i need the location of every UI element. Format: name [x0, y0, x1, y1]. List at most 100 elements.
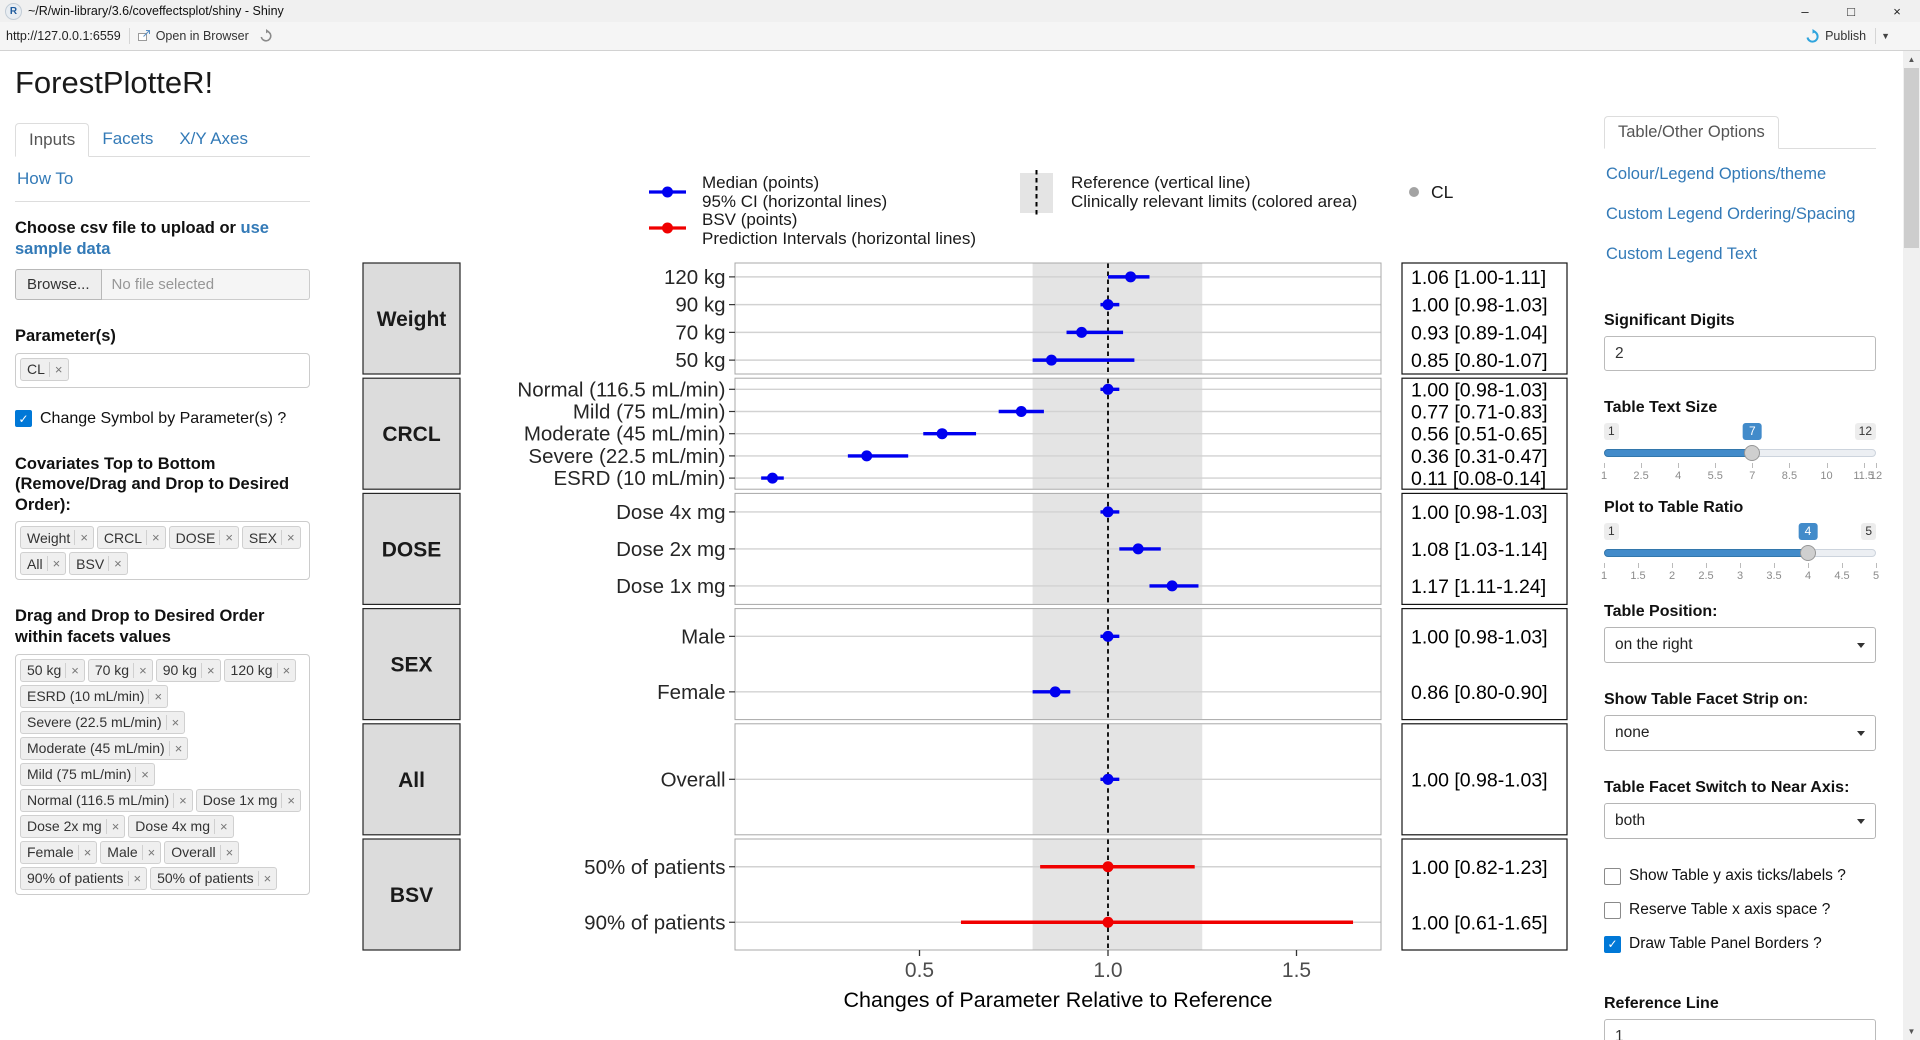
tag-pill[interactable]: 50 kg ×	[20, 658, 85, 682]
plot-table-ratio-slider[interactable]: 1 5 4 1 1.5 2 2.5 3 3.5 4 4.5 5	[1601, 523, 1879, 589]
tag-remove-icon[interactable]: ×	[108, 556, 127, 572]
how-to-link[interactable]: How To	[17, 169, 74, 188]
tag-remove-icon[interactable]: ×	[165, 714, 185, 730]
tag-pill[interactable]: BSV ×	[69, 552, 128, 576]
tag-pill[interactable]: Dose 1x mg ×	[195, 788, 302, 812]
browse-button[interactable]: Browse...	[15, 268, 102, 300]
tag-remove-icon[interactable]: ×	[77, 844, 97, 860]
checkbox[interactable]	[1604, 901, 1621, 919]
tag-remove-icon[interactable]: ×	[46, 556, 66, 572]
tag-pill[interactable]: Overall ×	[164, 840, 240, 864]
parameters-select[interactable]: CL ×	[15, 352, 310, 388]
tag-pill[interactable]: Dose 2x mg ×	[20, 814, 126, 838]
tag-remove-icon[interactable]: ×	[168, 740, 188, 756]
tag-pill[interactable]: DOSE ×	[168, 526, 239, 550]
scroll-down-icon[interactable]: ▼	[1907, 1027, 1916, 1036]
change-symbol-checkbox[interactable]: ✓	[15, 410, 32, 427]
tab-facets[interactable]: Facets	[102, 129, 154, 148]
open-in-browser-button[interactable]: Open in Browser	[155, 29, 249, 43]
slider-handle[interactable]	[1744, 445, 1761, 461]
close-button[interactable]: ×	[1893, 3, 1901, 19]
reference-line-input[interactable]: 1	[1604, 1019, 1876, 1040]
tag-remove-icon[interactable]: ×	[173, 792, 192, 808]
tab-xy-axes[interactable]: X/Y Axes	[179, 129, 249, 148]
upload-label-text: Choose csv file to upload or	[15, 219, 241, 237]
tag-pill[interactable]: SEX ×	[241, 526, 301, 550]
tag-remove-icon[interactable]: ×	[133, 662, 152, 678]
tag-remove-icon[interactable]: ×	[127, 870, 147, 886]
tag-pill[interactable]: CL ×	[20, 357, 69, 381]
facet-order-select[interactable]: 50 kg × 70 kg × 90 kg × 120 kg × ESRD (10 mL/min…	[15, 653, 310, 895]
tag-remove-icon[interactable]: ×	[74, 530, 93, 546]
tag-remove-icon[interactable]: ×	[214, 818, 233, 834]
median-point	[1102, 299, 1114, 311]
tag-remove-icon[interactable]: ×	[141, 844, 161, 860]
tag-pill[interactable]: Mild (75 mL/min) ×	[20, 762, 155, 786]
reference-area	[1032, 609, 1203, 720]
publish-button[interactable]: Publish	[1825, 29, 1867, 43]
tag-pill[interactable]: Dose 4x mg ×	[128, 814, 234, 838]
slider-tick	[1678, 463, 1680, 468]
tag-remove-icon[interactable]: ×	[276, 662, 296, 678]
publish-caret-icon[interactable]: ▼	[1881, 31, 1890, 41]
facet-switch-select[interactable]: both	[1604, 803, 1876, 839]
covariates-select[interactable]: Weight × CRCL × DOSE × SEX × All × BSV ×	[15, 521, 310, 581]
tag-pill[interactable]: 90% of patients ×	[20, 866, 148, 890]
tag-pill[interactable]: All ×	[20, 552, 67, 576]
tag-pill[interactable]: Normal (116.5 mL/min) ×	[20, 788, 193, 812]
tag-pill[interactable]: Male ×	[100, 840, 162, 864]
checkbox[interactable]: ✓	[1604, 935, 1621, 953]
tag-pill[interactable]: CRCL ×	[96, 526, 166, 550]
legend-cl-point	[1409, 187, 1419, 197]
slider-tick-label: 4	[1675, 470, 1682, 482]
tag-remove-icon[interactable]: ×	[280, 530, 300, 546]
tag-remove-icon[interactable]: ×	[135, 766, 154, 782]
tag-remove-icon[interactable]: ×	[219, 844, 239, 860]
slider-max-label: 5	[1861, 523, 1876, 540]
refresh-icon[interactable]	[259, 29, 273, 43]
tag-pill[interactable]: Weight ×	[20, 526, 94, 550]
checkbox[interactable]	[1604, 867, 1621, 885]
tag-remove-icon[interactable]: ×	[281, 792, 300, 808]
tag-remove-icon[interactable]: ×	[48, 361, 68, 377]
options-links: Colour/Legend Options/theme Custom Legend…	[1606, 165, 1876, 264]
table-position-select[interactable]: on the right	[1604, 627, 1876, 663]
table-text-size-slider[interactable]: 1 12 7 1 2.5 4 5.5 7 8.5 10 11.5 12	[1601, 423, 1882, 489]
tag-remove-icon[interactable]: ×	[219, 530, 238, 546]
tag-remove-icon[interactable]: ×	[146, 530, 165, 546]
table-position-value: on the right	[1615, 636, 1693, 653]
scrollbar[interactable]: ▲ ▼	[1903, 51, 1920, 1040]
tag-pill[interactable]: 50% of patients ×	[150, 866, 278, 890]
tag-pill[interactable]: 120 kg ×	[223, 658, 297, 682]
legend-label: Median (points)	[702, 173, 819, 192]
table-value: 1.00 [0.98-1.03]	[1411, 502, 1548, 524]
panel-link[interactable]: Custom Legend Ordering/Spacing	[1606, 205, 1856, 223]
tag-pill[interactable]: Female ×	[20, 840, 98, 864]
tag-remove-icon[interactable]: ×	[200, 662, 220, 678]
facet-strip-select[interactable]: none	[1604, 715, 1876, 751]
slider-handle[interactable]	[1800, 545, 1816, 561]
tag-remove-icon[interactable]: ×	[65, 662, 84, 678]
tag-pill[interactable]: ESRD (10 mL/min) ×	[20, 684, 169, 708]
median-point	[1125, 271, 1137, 283]
tag-remove-icon[interactable]: ×	[257, 870, 277, 886]
tag-pill[interactable]: Moderate (45 mL/min) ×	[20, 736, 189, 760]
maximize-button[interactable]: □	[1847, 3, 1855, 19]
significant-digits-input[interactable]: 2	[1604, 336, 1876, 371]
minimize-button[interactable]: –	[1801, 3, 1809, 19]
tab-inputs[interactable]: Inputs	[15, 123, 90, 157]
tag-pill[interactable]: Severe (22.5 mL/min) ×	[20, 710, 186, 734]
scrollbar-thumb[interactable]	[1904, 68, 1919, 248]
tag-label: Female	[27, 844, 74, 861]
tag-remove-icon[interactable]: ×	[105, 818, 125, 834]
panel-link[interactable]: Colour/Legend Options/theme	[1606, 165, 1827, 183]
tag-pill[interactable]: 90 kg ×	[155, 658, 221, 682]
tag-remove-icon[interactable]: ×	[148, 688, 167, 704]
facet-strip	[362, 838, 461, 951]
panel-link[interactable]: Custom Legend Text	[1606, 245, 1758, 263]
tag-pill[interactable]: 70 kg ×	[87, 658, 153, 682]
use-sample-data-link[interactable]: use sample data	[15, 219, 269, 259]
tab-table-other-options[interactable]: Table/Other Options	[1604, 116, 1779, 149]
table-panel	[1401, 607, 1568, 721]
scroll-up-icon[interactable]: ▲	[1907, 55, 1916, 64]
